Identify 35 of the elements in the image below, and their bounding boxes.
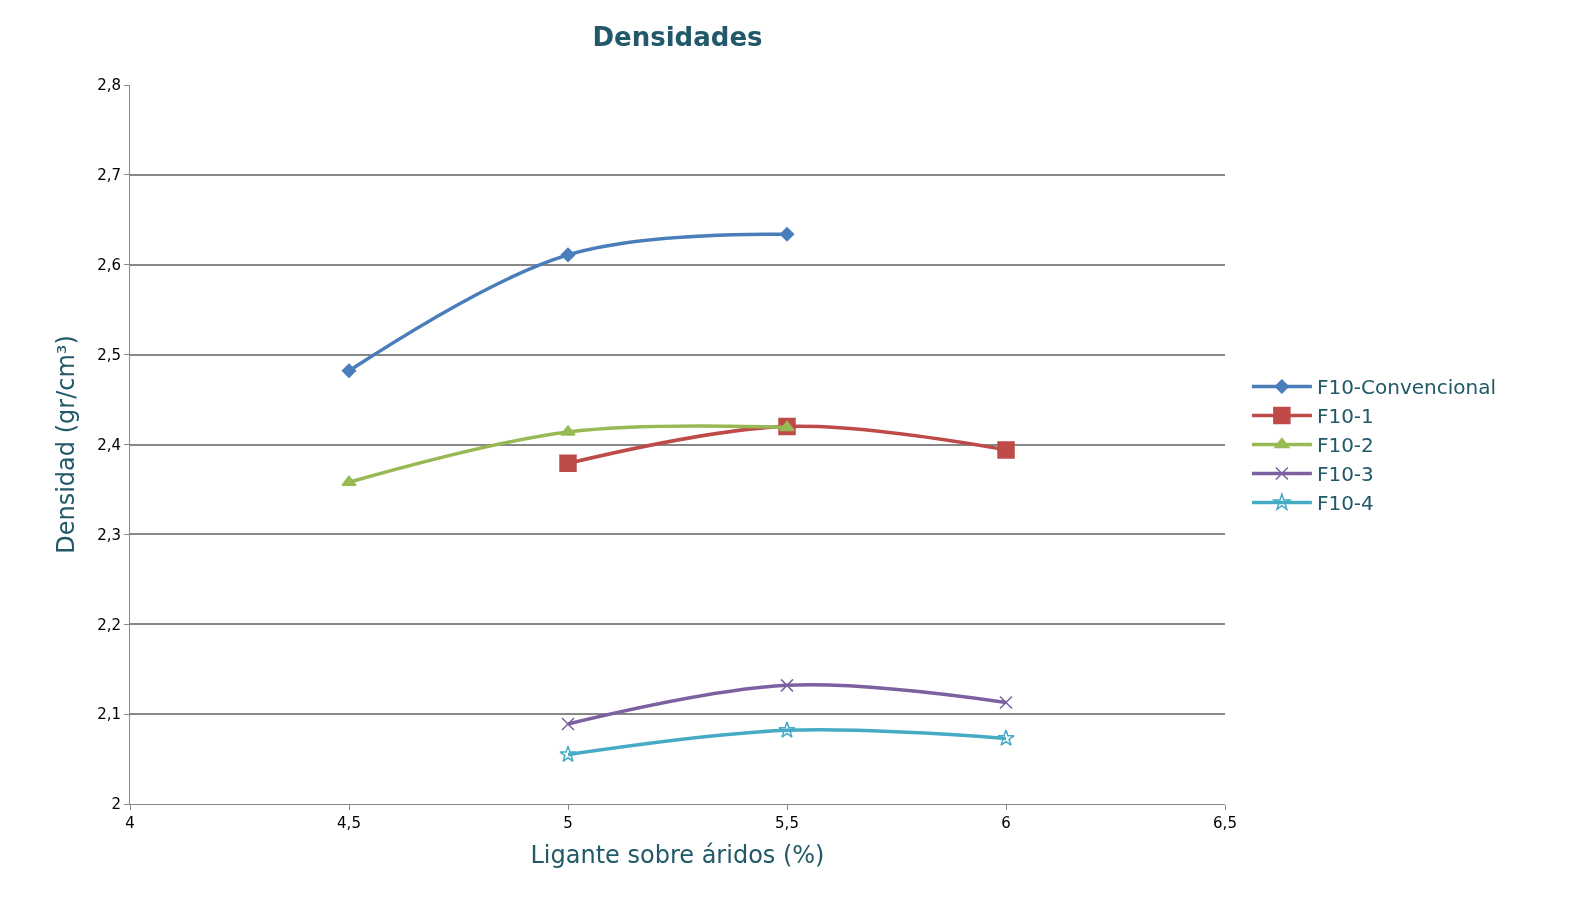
y-tick-label: 2,3	[97, 525, 121, 544]
legend-label: F10-4	[1316, 491, 1374, 516]
point	[779, 226, 795, 242]
point	[341, 363, 357, 379]
x-tick-label: 4	[125, 814, 135, 832]
point	[999, 695, 1013, 710]
y-axis-title: Densidad (gr/cm³)	[52, 335, 81, 554]
y-tick-label: 2,8	[97, 76, 121, 95]
point	[997, 441, 1015, 459]
x-tick-label: 4,5	[337, 814, 361, 832]
legend-label: F10-Convencional	[1316, 375, 1497, 400]
y-tick-label: 2,7	[97, 166, 121, 185]
x-axis-title: Ligante sobre áridos (%)	[530, 841, 825, 870]
x-tick-label: 6	[1001, 814, 1011, 832]
y-tick-label: 2,6	[97, 256, 121, 274]
point	[559, 454, 577, 473]
point	[561, 717, 575, 731]
point	[779, 420, 795, 432]
x-tick-label: 6,5	[1213, 814, 1237, 832]
point	[780, 678, 794, 693]
y-tick-label: 2,2	[97, 615, 121, 634]
point	[560, 247, 576, 263]
x-tick-label: 5,5	[775, 814, 799, 832]
y-tick-label: 2	[111, 795, 121, 814]
legend-label: F10-3	[1316, 462, 1374, 487]
legend-label: F10-2	[1316, 433, 1374, 458]
point	[559, 745, 577, 763]
y-tick-label: 2,5	[97, 345, 121, 364]
y-tick-label: 2,1	[97, 705, 121, 724]
y-tick-label: 2,4	[97, 435, 121, 454]
chart-title: Densidades	[592, 21, 763, 52]
point	[997, 729, 1015, 746]
x-tick-label: 5	[563, 814, 573, 832]
legend-label: F10-1	[1316, 404, 1374, 429]
point	[778, 721, 796, 738]
